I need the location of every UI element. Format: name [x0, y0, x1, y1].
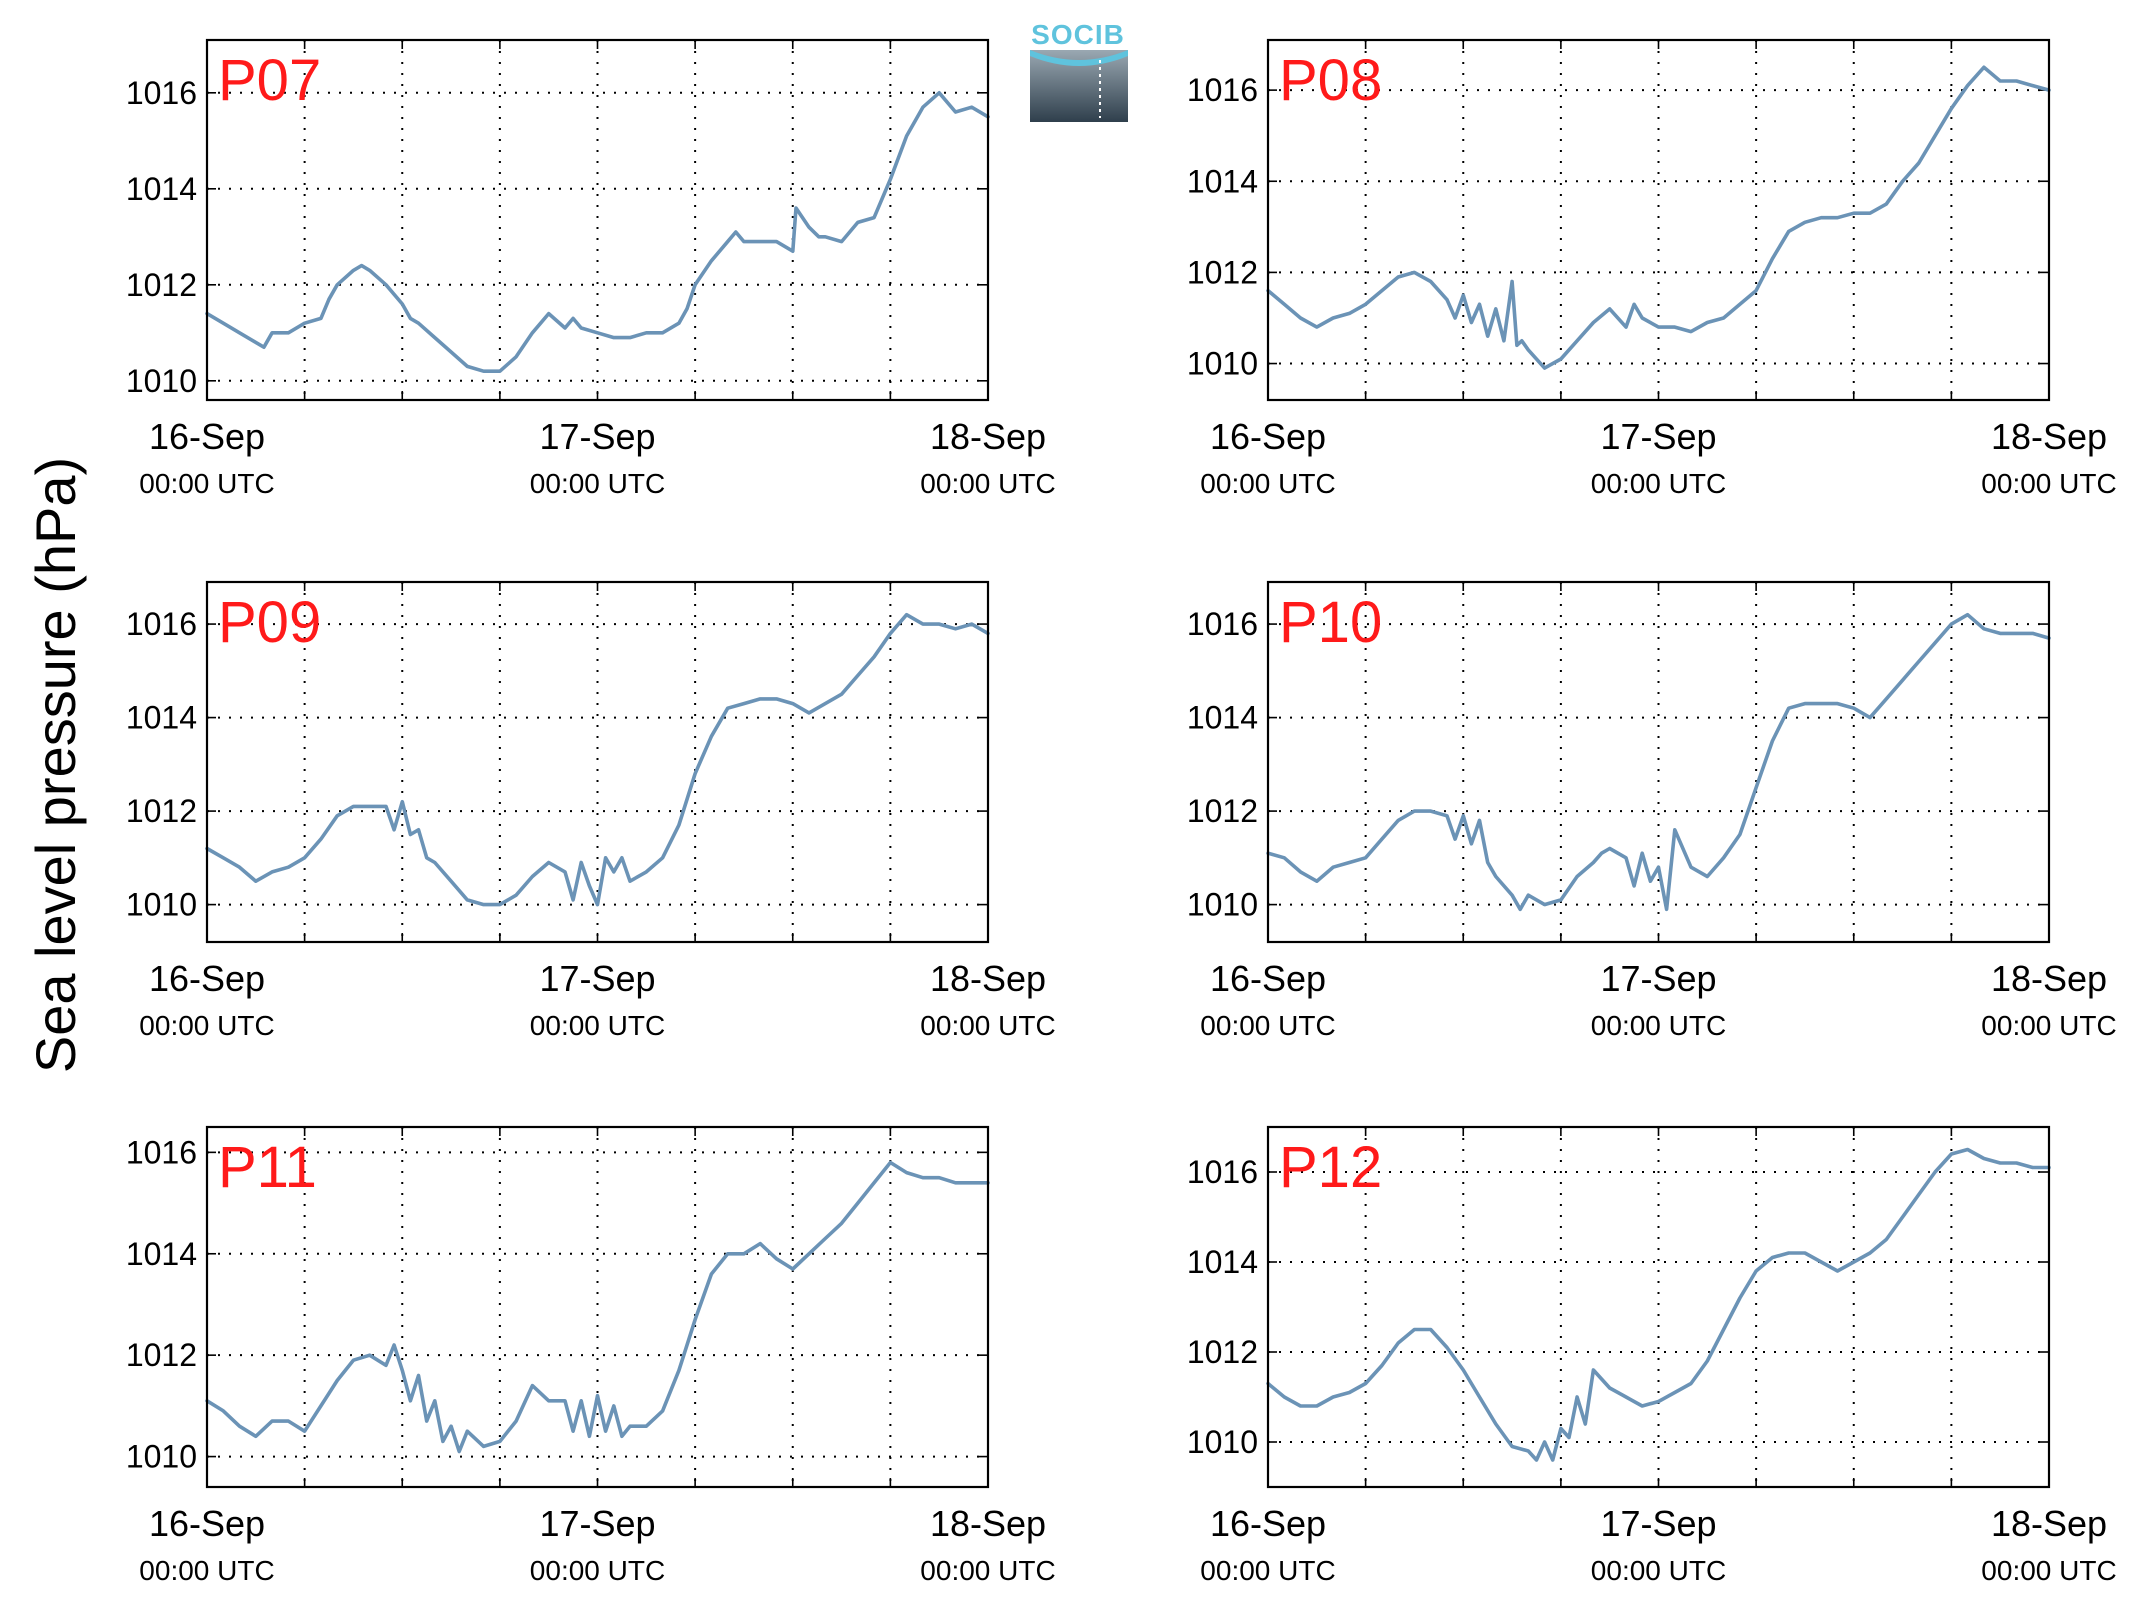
chart-panel: 1010 1012 1014 1016 16-Sep 00:00 UTC 17-Sep 00:… — [1187, 580, 2117, 1041]
x-tick-label-date: 18-Sep — [1991, 958, 2107, 999]
x-tick-label-time: 00:00 UTC — [1200, 468, 1335, 499]
x-tick-label-date: 18-Sep — [930, 1503, 1046, 1544]
y-axis-label: Sea level pressure (hPa) — [24, 457, 87, 1073]
x-tick-label-time: 00:00 UTC — [1591, 468, 1726, 499]
series-line — [205, 91, 990, 374]
x-tick-label-date: 18-Sep — [930, 416, 1046, 457]
plot-frame — [205, 580, 990, 944]
y-tick-label: 1012 — [1187, 793, 1258, 829]
plot-frame — [1266, 38, 2051, 402]
x-tick-label-time: 00:00 UTC — [1981, 1555, 2116, 1586]
y-tick-label: 1010 — [126, 363, 197, 399]
y-tick-label: 1016 — [1187, 72, 1258, 108]
x-tick-label-date: 17-Sep — [539, 958, 655, 999]
x-tick-label-date: 17-Sep — [1600, 416, 1716, 457]
chart-panel: 1010 1012 1014 1016 16-Sep 00:00 UTC 17-Sep 00:… — [1187, 38, 2117, 499]
y-tick-label: 1010 — [126, 1439, 197, 1475]
y-tick-label: 1016 — [126, 1134, 197, 1170]
x-tick-label-time: 00:00 UTC — [1591, 1010, 1726, 1041]
x-tick-label-date: 16-Sep — [1210, 958, 1326, 999]
x-tick-label-time: 00:00 UTC — [139, 1010, 274, 1041]
plot-frame — [1266, 1125, 2051, 1489]
y-tick-label: 1014 — [1187, 163, 1258, 199]
x-tick-label-date: 17-Sep — [539, 416, 655, 457]
y-tick-label: 1014 — [126, 700, 197, 736]
y-tick-label: 1016 — [1187, 1154, 1258, 1190]
panel-label: P09 — [218, 590, 321, 655]
y-tick-label: 1014 — [126, 171, 197, 207]
panel-label: P12 — [1279, 1135, 1382, 1200]
series-line — [205, 612, 990, 907]
y-tick-label: 1016 — [126, 606, 197, 642]
x-tick-label-date: 17-Sep — [1600, 1503, 1716, 1544]
logo-wave — [1030, 50, 1128, 66]
x-tick-label-time: 00:00 UTC — [1981, 468, 2116, 499]
x-tick-label-time: 00:00 UTC — [920, 1010, 1055, 1041]
plot-frame — [205, 1125, 990, 1489]
chart-panel: 1010 1012 1014 1016 16-Sep 00:00 UTC 17-Sep 00:… — [126, 38, 1056, 499]
y-tick-label: 1016 — [1187, 606, 1258, 642]
y-tick-label: 1010 — [1187, 346, 1258, 382]
x-tick-label-time: 00:00 UTC — [530, 468, 665, 499]
x-tick-label-time: 00:00 UTC — [139, 1555, 274, 1586]
x-tick-label-time: 00:00 UTC — [1591, 1555, 1726, 1586]
x-tick-label-date: 18-Sep — [1991, 416, 2107, 457]
panel-label: P07 — [218, 48, 321, 113]
y-tick-label: 1010 — [126, 887, 197, 923]
y-tick-label: 1014 — [1187, 1244, 1258, 1280]
x-tick-label-time: 00:00 UTC — [530, 1555, 665, 1586]
y-tick-label: 1010 — [1187, 887, 1258, 923]
y-tick-label: 1010 — [1187, 1424, 1258, 1460]
series-line — [205, 1160, 990, 1454]
plot-frame — [1266, 580, 2051, 944]
panel-label: P10 — [1279, 590, 1382, 655]
x-tick-label-date: 16-Sep — [1210, 1503, 1326, 1544]
x-tick-label-date: 16-Sep — [149, 1503, 265, 1544]
x-tick-label-date: 16-Sep — [1210, 416, 1326, 457]
chart-panel: 1010 1012 1014 1016 16-Sep 00:00 UTC 17-Sep 00:… — [1187, 1125, 2117, 1586]
socib-logo: SOCIB — [1030, 19, 1128, 122]
panel-label: P11 — [218, 1135, 317, 1200]
x-tick-label-date: 18-Sep — [930, 958, 1046, 999]
y-tick-label: 1014 — [126, 1236, 197, 1272]
x-tick-label-date: 16-Sep — [149, 958, 265, 999]
panel-label: P08 — [1279, 48, 1382, 113]
x-tick-label-date: 17-Sep — [1600, 958, 1716, 999]
x-tick-label-time: 00:00 UTC — [530, 1010, 665, 1041]
chart-panel: 1010 1012 1014 1016 16-Sep 00:00 UTC 17-Sep 00:… — [126, 580, 1056, 1041]
y-tick-label: 1012 — [126, 1337, 197, 1373]
x-tick-label-time: 00:00 UTC — [1981, 1010, 2116, 1041]
x-tick-label-date: 16-Sep — [149, 416, 265, 457]
series-line — [1266, 1147, 2051, 1462]
series-line — [1266, 65, 2051, 370]
x-tick-label-time: 00:00 UTC — [920, 468, 1055, 499]
y-tick-label: 1012 — [126, 267, 197, 303]
x-tick-label-time: 00:00 UTC — [1200, 1010, 1335, 1041]
x-tick-label-date: 18-Sep — [1991, 1503, 2107, 1544]
chart-panels: 1010 1012 1014 1016 16-Sep 00:00 UTC 17-Sep 00:… — [126, 38, 2117, 1586]
y-tick-label: 1012 — [126, 793, 197, 829]
plot-frame — [205, 38, 990, 402]
x-tick-label-date: 17-Sep — [539, 1503, 655, 1544]
y-tick-label: 1014 — [1187, 700, 1258, 736]
chart-panel: 1010 1012 1014 1016 16-Sep 00:00 UTC 17-Sep 00:… — [126, 1125, 1056, 1586]
y-tick-label: 1012 — [1187, 1334, 1258, 1370]
x-tick-label-time: 00:00 UTC — [1200, 1555, 1335, 1586]
logo-text: SOCIB — [1031, 19, 1125, 50]
y-tick-label: 1012 — [1187, 254, 1258, 290]
x-tick-label-time: 00:00 UTC — [920, 1555, 1055, 1586]
y-tick-label: 1016 — [126, 75, 197, 111]
series-line — [1266, 612, 2051, 912]
x-tick-label-time: 00:00 UTC — [139, 468, 274, 499]
